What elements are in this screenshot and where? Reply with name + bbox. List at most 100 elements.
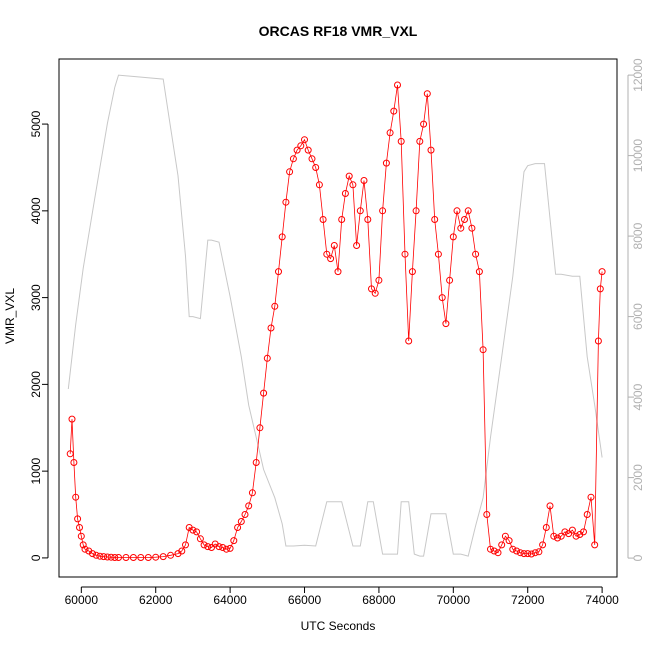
data-point [182,541,189,549]
plot-frame [58,58,618,578]
data-point [230,537,238,545]
data-point [189,526,197,534]
data-point [546,502,554,510]
data-point [315,181,323,189]
data-point [282,198,290,206]
data-point [531,549,539,557]
data-point [271,302,279,310]
data-point [412,207,420,215]
data-point [550,532,558,540]
data-point [297,142,305,150]
data-point [226,544,234,552]
data-point [539,541,547,549]
data-point [371,289,379,297]
data-point [107,553,115,561]
data-point [438,294,446,302]
series-layer [66,74,606,561]
data-point [193,528,201,536]
data-point [144,554,152,561]
data-point [245,502,253,510]
data-point [319,216,327,223]
data-point [364,216,372,223]
data-point [338,216,346,223]
data-point [397,137,405,145]
data-point [394,81,401,89]
y2-tick-label: 6000 [631,303,645,330]
data-point [115,554,122,561]
x-axis-label: UTC Seconds [301,619,376,633]
data-point [591,541,599,549]
data-point [137,554,145,561]
y2-tick-label: 10000 [631,139,645,173]
data-point [208,544,215,551]
data-point [490,547,498,555]
x-tick-label: 64000 [213,593,247,607]
data-point [479,346,487,354]
data-point [368,285,375,293]
data-point [70,459,78,466]
data-point [96,552,104,560]
data-point [330,242,338,249]
data-point [449,233,457,241]
data-point [76,524,83,531]
x-tick-label: 62000 [139,593,173,607]
data-point [327,255,335,263]
data-point [461,216,468,223]
y2-tick-label: 0 [631,554,645,561]
series-line-altitude [67,74,603,557]
data-point [457,224,465,232]
data-point [554,534,561,542]
data-point [442,320,450,328]
data-point [81,545,89,553]
data-point [200,541,208,549]
data-point [453,207,461,215]
data-point [341,190,349,197]
data-point [219,544,227,551]
data-point [598,268,606,276]
data-point [267,324,275,332]
x-tick-label: 66000 [288,593,322,607]
data-point [263,354,271,362]
data-point [557,532,565,540]
data-point [423,90,431,98]
data-point [572,532,580,540]
data-point [77,532,85,540]
x-tick-label: 68000 [362,593,396,607]
data-point [215,543,223,551]
data-point [68,415,76,423]
axes-layer: 60000 62000 64000 66000 68000 70000 72000 74000… [29,58,645,607]
data-point [353,242,361,249]
data-point [66,450,74,458]
data-point [304,146,312,154]
data-point [289,155,297,163]
data-point [103,553,111,561]
data-point [278,233,286,241]
y-axis-label: VMR_VXL [3,288,17,344]
data-point [516,549,524,557]
data-point [312,164,320,171]
y2-tick-label: 4000 [631,383,645,410]
data-point [349,181,357,189]
data-point [79,541,87,549]
data-point [416,137,424,145]
data-point [408,268,416,276]
data-point [248,489,256,497]
data-point [401,250,409,258]
y-tick-label: 2000 [29,371,43,398]
data-point [382,159,390,167]
y-tick-label: 3000 [29,284,43,311]
data-point [375,276,383,284]
data-point [427,146,435,154]
data-point [487,545,494,553]
data-point [464,207,472,215]
data-point [167,551,175,559]
data-point [72,493,80,501]
x-tick-label: 74000 [585,593,619,607]
data-point [178,547,186,555]
data-point [405,337,413,345]
data-point [334,268,342,276]
data-point [222,545,230,553]
data-point [583,511,591,518]
data-point [100,553,108,561]
